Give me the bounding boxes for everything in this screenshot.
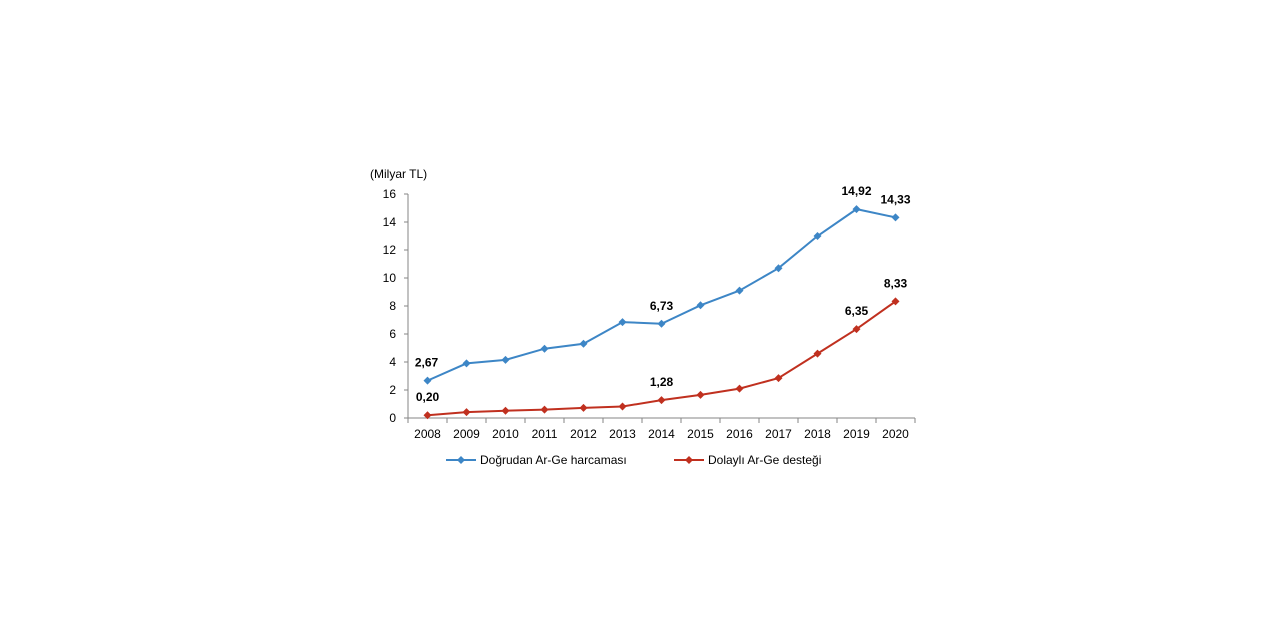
y-tick-label: 4 — [389, 355, 396, 369]
x-tick-label-2017: 2017 — [765, 427, 792, 441]
x-tick-label-2018: 2018 — [804, 427, 831, 441]
legend-marker-indirect — [685, 456, 693, 464]
series-dolayl-ar-ge-deste-i — [423, 297, 900, 420]
data-point-2020 — [891, 213, 900, 222]
axes — [404, 193, 916, 423]
y-tick-label: 16 — [383, 187, 397, 201]
x-tick-label-2015: 2015 — [687, 427, 714, 441]
data-label-do-rudan-ar-ge-harcamas--2014: 6,73 — [650, 299, 674, 313]
data-point-2016 — [735, 286, 744, 295]
data-label-dolayl-ar-ge-deste-i-2019: 6,35 — [845, 304, 869, 318]
legend: Doğrudan Ar-Ge harcaması Dolaylı Ar-Ge d… — [446, 453, 821, 467]
data-point-2013 — [618, 318, 627, 327]
x-tick-label-2016: 2016 — [726, 427, 753, 441]
x-tick-label-2011: 2011 — [532, 427, 558, 441]
legend-label-direct: Doğrudan Ar-Ge harcaması — [480, 453, 627, 467]
data-point-2019 — [852, 205, 861, 214]
data-point-2015 — [696, 390, 705, 399]
x-tick-label-2010: 2010 — [492, 427, 519, 441]
y-tick-labels: 0 2 4 6 8 10 12 14 16 — [383, 187, 397, 425]
data-point-2017 — [774, 374, 783, 383]
x-tick-label-2012: 2012 — [570, 427, 597, 441]
data-point-2012 — [579, 403, 588, 412]
y-axis-unit-label: (Milyar TL) — [370, 167, 427, 181]
data-point-2009 — [462, 408, 471, 417]
data-point-2014 — [657, 319, 666, 328]
x-tick-label-2008: 2008 — [414, 427, 441, 441]
data-point-2019 — [852, 325, 861, 334]
series-group — [423, 205, 900, 420]
data-label-do-rudan-ar-ge-harcamas--2008: 2,67 — [415, 356, 439, 370]
data-point-2015 — [696, 301, 705, 310]
x-tick-labels: 2008 2009 2010 2011 2012 2013 2014 2015 2016 2017… — [414, 427, 909, 441]
series-line — [427, 208, 896, 382]
legend-item-indirect: Dolaylı Ar-Ge desteği — [674, 453, 821, 467]
y-tick-label: 0 — [389, 411, 396, 425]
data-point-2018 — [813, 349, 822, 358]
data-point-2009 — [462, 359, 471, 368]
legend-marker-direct — [457, 456, 465, 464]
y-tick-label: 2 — [389, 383, 396, 397]
data-point-2008 — [423, 376, 432, 385]
data-label-do-rudan-ar-ge-harcamas--2020: 14,33 — [880, 192, 910, 206]
data-point-2013 — [618, 402, 627, 411]
y-tick-label: 10 — [383, 271, 397, 285]
data-point-2020 — [891, 297, 900, 306]
data-label-dolayl-ar-ge-deste-i-2014: 1,28 — [650, 375, 674, 389]
x-tick-label-2020: 2020 — [882, 427, 909, 441]
data-label-do-rudan-ar-ge-harcamas--2019: 14,92 — [841, 184, 871, 198]
data-point-2008 — [423, 411, 432, 420]
data-point-2017 — [774, 264, 783, 273]
y-tick-label: 6 — [389, 327, 396, 341]
y-tick-label: 12 — [383, 243, 397, 257]
data-label-dolayl-ar-ge-deste-i-2008: 0,20 — [416, 390, 440, 404]
data-point-2016 — [735, 384, 744, 393]
y-tick-label: 14 — [383, 215, 397, 229]
data-point-2010 — [501, 355, 510, 364]
x-tick-label-2013: 2013 — [609, 427, 636, 441]
data-point-2018 — [813, 232, 822, 240]
legend-label-indirect: Dolaylı Ar-Ge desteği — [708, 453, 821, 467]
x-tick-label-2014: 2014 — [648, 427, 675, 441]
data-point-2010 — [501, 406, 510, 415]
series-do-rudan-ar-ge-harcamas- — [423, 205, 900, 385]
y-tick-label: 8 — [389, 299, 396, 313]
x-tick-label-2019: 2019 — [843, 427, 870, 441]
data-label-dolayl-ar-ge-deste-i-2020: 8,33 — [884, 276, 908, 290]
data-point-2014 — [657, 396, 666, 405]
data-point-2012 — [579, 339, 588, 348]
data-labels: 2,67 6,73 14,92 14,33 0,20 1,28 6,35 8,33 — [415, 184, 911, 404]
data-point-2011 — [540, 344, 549, 353]
legend-item-direct: Doğrudan Ar-Ge harcaması — [446, 453, 627, 467]
data-point-2011 — [540, 405, 549, 414]
x-tick-label-2009: 2009 — [453, 427, 480, 441]
